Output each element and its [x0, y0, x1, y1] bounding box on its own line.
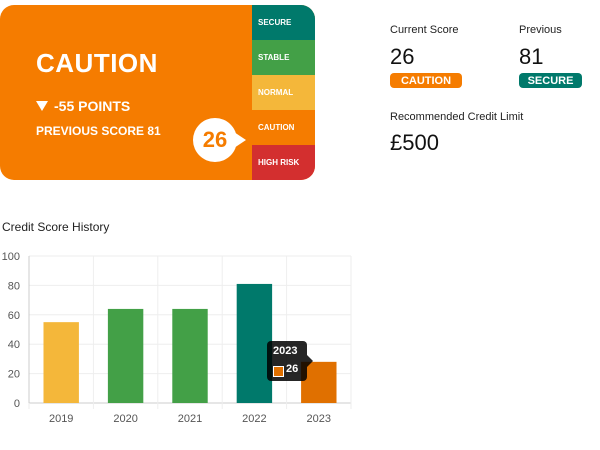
- credit-history-chart: 0 20 40 60 80 100 2019 2020 2021 2022 2023: [2, 251, 352, 425]
- previous-score-value: 81: [519, 44, 544, 69]
- x-tick-label: 2022: [242, 413, 266, 425]
- band-high-risk: HIGH RISK: [252, 145, 315, 180]
- y-tick-label: 20: [8, 369, 20, 381]
- tooltip-color-swatch: [273, 366, 284, 377]
- current-score-value: 26: [390, 44, 415, 69]
- status-title: CAUTION: [36, 48, 158, 78]
- current-score-label: Current Score: [390, 24, 459, 36]
- x-tick-label: 2021: [178, 413, 202, 425]
- down-arrow-icon: [36, 101, 48, 111]
- points-change-text: -55 POINTS: [54, 98, 131, 114]
- bar-2019: [43, 322, 79, 403]
- y-tick-label: 100: [2, 251, 20, 263]
- bar-2020: [107, 308, 144, 403]
- previous-status-badge: SECURE: [519, 73, 582, 88]
- band-stable: STABLE: [252, 40, 315, 75]
- chart-title: Credit Score History: [2, 220, 110, 234]
- band-normal: NORMAL: [252, 75, 315, 110]
- tooltip-value: 26: [286, 363, 299, 375]
- y-tick-label: 60: [8, 310, 20, 322]
- tooltip-year: 2023: [273, 345, 298, 357]
- band-caution: CAUTION: [252, 110, 315, 145]
- status-panel: CAUTION -55 POINTS PREVIOUS SCORE 81 26: [0, 5, 252, 180]
- score-bubble: 26: [193, 118, 246, 162]
- band-secure: SECURE: [252, 5, 315, 40]
- points-change: -55 POINTS: [36, 98, 130, 114]
- y-tick-label: 0: [14, 398, 20, 410]
- y-tick-label: 40: [8, 339, 20, 351]
- y-tick-label: 80: [8, 280, 20, 292]
- current-status-badge: CAUTION: [390, 73, 462, 88]
- score-summary: Current Score 26 CAUTION Previous 81 SEC…: [390, 0, 600, 180]
- bar-2022: [236, 283, 273, 403]
- bar-2021: [172, 308, 208, 403]
- x-tick-label: 2019: [49, 413, 73, 425]
- x-tick-label: 2023: [307, 413, 331, 425]
- previous-score-label: Previous: [519, 24, 562, 36]
- risk-band-scale: SECURE STABLE NORMAL CAUTION HIGH RISK: [252, 5, 315, 180]
- score-status-card: CAUTION -55 POINTS PREVIOUS SCORE 81 26 …: [0, 5, 315, 180]
- chart-tooltip: 2023 26: [267, 341, 313, 381]
- credit-limit-value: £500: [390, 130, 439, 155]
- credit-limit-label: Recommended Credit Limit: [390, 111, 524, 123]
- x-tick-label: 2020: [113, 413, 137, 425]
- previous-score-line: PREVIOUS SCORE 81: [36, 124, 161, 138]
